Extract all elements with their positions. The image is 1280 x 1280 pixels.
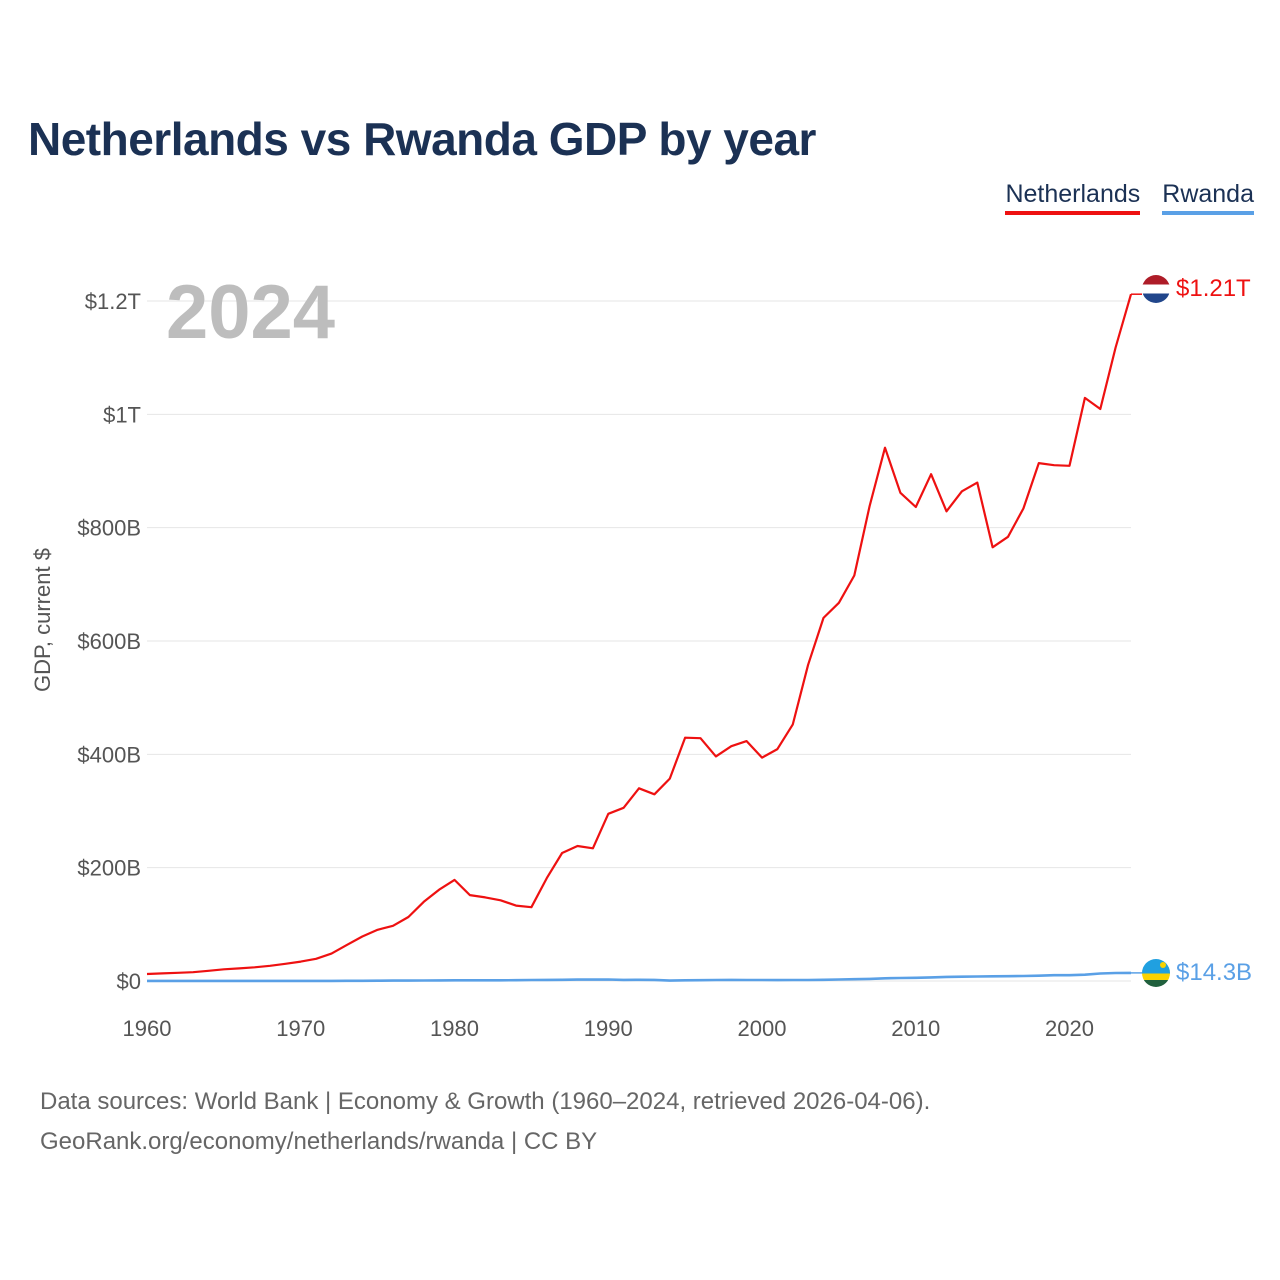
chart-title: Netherlands vs Rwanda GDP by year xyxy=(28,113,816,165)
y-tick-label: $600B xyxy=(77,629,141,654)
y-tick-label: $400B xyxy=(77,742,141,767)
grid xyxy=(147,300,1131,982)
x-tick-label: 1970 xyxy=(276,1016,325,1041)
y-tick-label: $200B xyxy=(77,856,141,881)
rwanda-flag-icon xyxy=(1142,959,1170,987)
x-axis: 1960 1970 1980 1990 2000 2010 2020 xyxy=(123,1016,1094,1041)
x-tick-label: 1960 xyxy=(123,1016,172,1041)
netherlands-end-label: $1.21T xyxy=(1176,275,1251,302)
y-tick-label: $0 xyxy=(117,969,141,994)
series-line-netherlands xyxy=(146,293,1133,976)
year-label: 2024 xyxy=(166,270,335,355)
y-tick-label: $1.2T xyxy=(85,289,141,314)
y-axis-label: GDP, current $ xyxy=(30,548,55,692)
x-tick-label: 2000 xyxy=(738,1016,787,1041)
source-line-2[interactable]: GeoRank.org/economy/netherlands/rwanda |… xyxy=(40,1128,598,1155)
x-tick-label: 1980 xyxy=(430,1016,479,1041)
series-line-rwanda xyxy=(147,971,1132,983)
legend-item-rwanda[interactable]: Rwanda xyxy=(1162,180,1254,215)
source-line-1: Data sources: World Bank | Economy & Gro… xyxy=(40,1088,931,1115)
x-tick-label: 2020 xyxy=(1045,1016,1094,1041)
y-tick-label: $1T xyxy=(103,402,141,427)
series xyxy=(146,293,1142,983)
legend-item-netherlands[interactable]: Netherlands xyxy=(1005,180,1141,215)
y-axis: $0 $200B $400B $600B $800B $1T $1.2T xyxy=(77,289,141,994)
y-tick-label: $800B xyxy=(77,516,141,541)
source-note: Data sources: World Bank | Economy & Gro… xyxy=(40,1082,930,1162)
netherlands-flag-icon xyxy=(1142,275,1170,303)
legend: Netherlands Rwanda xyxy=(1005,180,1254,215)
x-tick-label: 1990 xyxy=(584,1016,633,1041)
x-tick-label: 2010 xyxy=(891,1016,940,1041)
rwanda-end-label: $14.3B xyxy=(1176,959,1252,986)
